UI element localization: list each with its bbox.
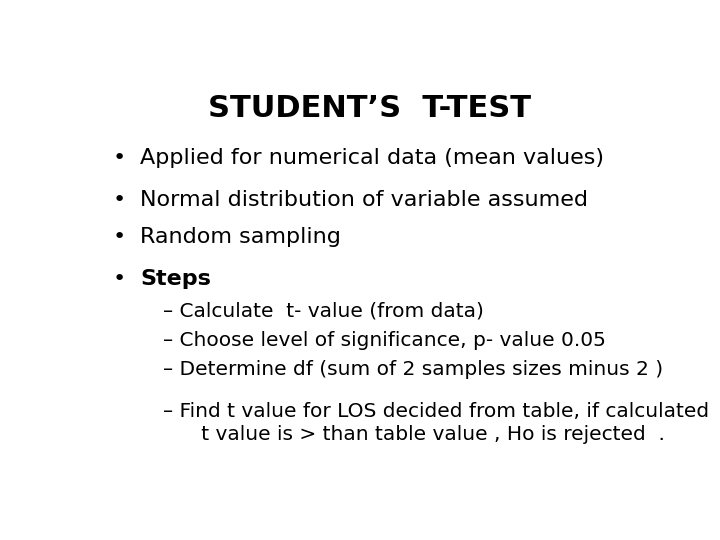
Text: Random sampling: Random sampling xyxy=(140,227,341,247)
Text: Applied for numerical data (mean values): Applied for numerical data (mean values) xyxy=(140,148,604,168)
Text: •: • xyxy=(112,190,125,210)
Text: – Choose level of significance, p- value 0.05: – Choose level of significance, p- value… xyxy=(163,331,606,350)
Text: Normal distribution of variable assumed: Normal distribution of variable assumed xyxy=(140,190,588,210)
Text: – Calculate  t- value (from data): – Calculate t- value (from data) xyxy=(163,302,483,321)
Text: Steps: Steps xyxy=(140,268,211,288)
Text: – Determine df (sum of 2 samples sizes minus 2 ): – Determine df (sum of 2 samples sizes m… xyxy=(163,360,662,379)
Text: •: • xyxy=(112,268,125,288)
Text: •: • xyxy=(112,227,125,247)
Text: – Find t value for LOS decided from table, if calculated
      t value is > than: – Find t value for LOS decided from tabl… xyxy=(163,402,708,444)
Text: STUDENT’S  T-TEST: STUDENT’S T-TEST xyxy=(207,94,531,123)
Text: •: • xyxy=(112,148,125,168)
